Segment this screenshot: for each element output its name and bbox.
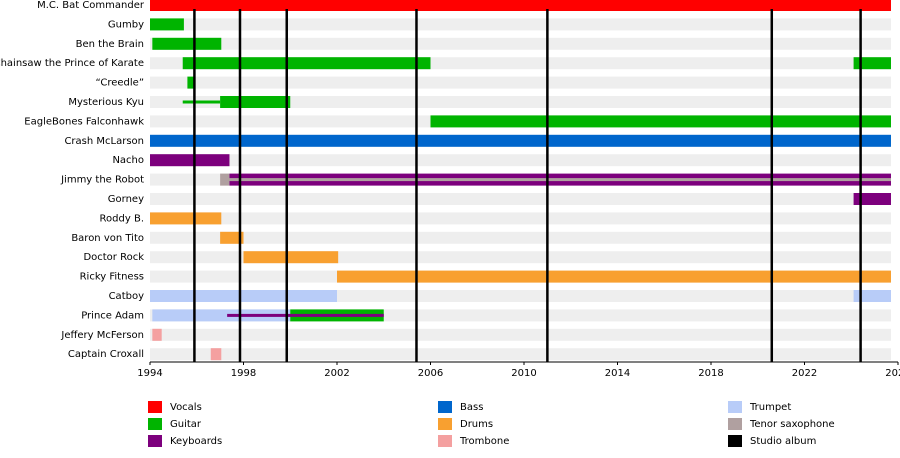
tenure-bar: [150, 154, 230, 167]
tenure-bar: [150, 290, 337, 302]
row-band: [150, 57, 891, 70]
member-label: Roddy B.: [100, 213, 144, 224]
row-band: [150, 328, 891, 341]
x-tick-label: 2026: [885, 368, 900, 379]
member-label: M.C. Bat Commander: [37, 0, 145, 11]
x-tick-label: 2010: [511, 368, 536, 379]
tenure-bar: [227, 313, 384, 317]
member-label: Gumby: [108, 19, 144, 30]
legend-label: Trumpet: [749, 402, 791, 413]
tenure-bar: [853, 193, 891, 205]
member-label: “Creedle”: [96, 78, 144, 89]
tenure-bar: [853, 57, 891, 70]
row-band: [150, 96, 891, 108]
tenure-bar: [150, 212, 222, 225]
tenure-bar: [220, 173, 230, 186]
legend-label: Drums: [460, 419, 493, 430]
tenure-bar: [220, 231, 244, 244]
member-label: Nacho: [112, 155, 144, 166]
legend-label: Studio album: [750, 436, 816, 447]
legend-swatch: [438, 435, 452, 447]
tenure-bar: [430, 115, 891, 128]
legend-swatch: [728, 401, 742, 413]
legend-swatch: [728, 418, 742, 430]
legend-label: Trombone: [459, 436, 509, 447]
row-band: [150, 212, 891, 225]
tenure-bar: [182, 100, 221, 104]
member-label: Mysterious Kyu: [68, 97, 144, 108]
x-tick-label: 2022: [792, 368, 817, 379]
x-tick-label: 2006: [418, 368, 443, 379]
member-label: Jeffery McFerson: [60, 330, 144, 341]
tenure-bar: [243, 251, 339, 264]
member-label: Chainsaw the Prince of Karate: [0, 58, 144, 69]
member-label: Ricky Fitness: [80, 272, 144, 283]
x-tick-label: 1994: [137, 368, 162, 379]
tenure-bar: [152, 37, 222, 50]
x-tick-label: 2002: [324, 368, 349, 379]
tenure-bar: [187, 76, 195, 89]
legend-swatch: [728, 435, 742, 447]
legend-label: Guitar: [170, 419, 202, 430]
row-band: [150, 18, 891, 31]
member-label: Crash McLarson: [64, 136, 144, 147]
tenure-bar: [150, 0, 891, 11]
member-label: Gorney: [108, 194, 144, 205]
legend-swatch: [438, 418, 452, 430]
tenure-bar: [150, 134, 891, 147]
legend-label: Tenor saxophone: [749, 419, 835, 430]
tenure-bar: [853, 290, 891, 302]
row-band: [150, 348, 891, 361]
legend-swatch: [148, 435, 162, 447]
row-band: [150, 231, 891, 244]
member-label: Prince Adam: [81, 310, 144, 321]
tenure-bar: [152, 328, 162, 341]
member-label: Captain Croxall: [68, 349, 144, 360]
tenure-bar: [229, 178, 891, 182]
row-band: [150, 193, 891, 205]
tenure-bar: [220, 96, 291, 108]
tenure-bar: [210, 348, 222, 361]
x-tick-label: 2014: [605, 368, 630, 379]
legend-label: Keyboards: [170, 436, 222, 447]
member-label: Ben the Brain: [76, 39, 144, 50]
member-label: Catboy: [109, 291, 144, 302]
legend-swatch: [148, 418, 162, 430]
tenure-bar: [337, 270, 891, 283]
member-label: EagleBones Falconhawk: [24, 116, 144, 127]
member-label: Doctor Rock: [83, 252, 144, 263]
tenure-bar: [150, 18, 184, 31]
tenure-bar: [182, 57, 431, 70]
legend-label: Bass: [460, 402, 483, 413]
legend-swatch: [438, 401, 452, 413]
member-label: Jimmy the Robot: [60, 175, 144, 186]
row-band: [150, 37, 891, 50]
x-tick-label: 1998: [231, 368, 256, 379]
member-label: Baron von Tito: [71, 233, 144, 244]
row-band: [150, 76, 891, 89]
tenure-bar: [152, 309, 291, 322]
row-band: [150, 154, 891, 167]
legend-swatch: [148, 401, 162, 413]
legend-label: Vocals: [170, 402, 202, 413]
x-tick-label: 2018: [698, 368, 723, 379]
